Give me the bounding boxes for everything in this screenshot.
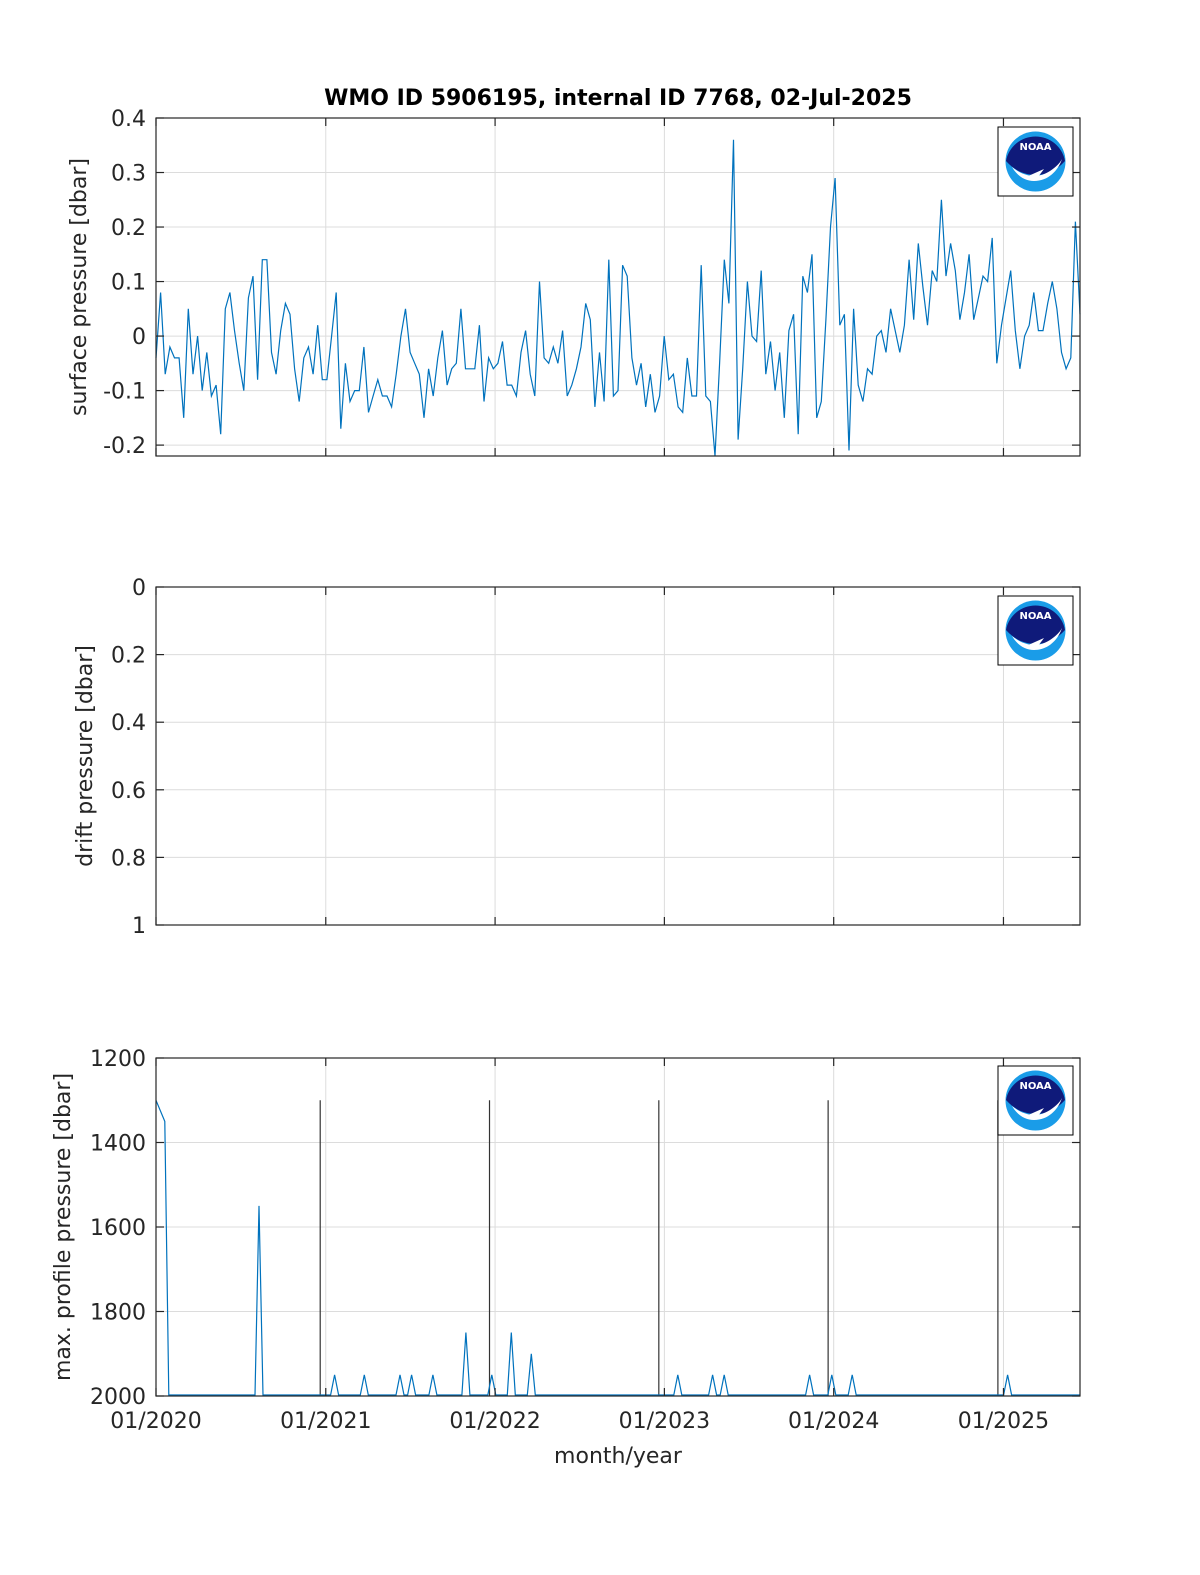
y-tick-label: 1 xyxy=(132,914,146,939)
y-tick-label: 1800 xyxy=(90,1301,146,1326)
noaa-logo-icon: NOAA xyxy=(997,595,1074,666)
y-tick-label: 1600 xyxy=(90,1216,146,1241)
noaa-logo-text: NOAA xyxy=(1019,1081,1051,1092)
y-tick-label: 0 xyxy=(132,325,146,350)
drift-pressure-axes: 0 0.2 0.4 0.6 0.8 1 drift pressure [dbar] xyxy=(73,576,1081,939)
noaa-logo-icon: NOAA xyxy=(997,126,1074,197)
max-profile-pressure-ylabel: max. profile pressure [dbar] xyxy=(51,1073,76,1381)
y-tick-label: 1400 xyxy=(90,1132,146,1157)
y-tick-label: 0.4 xyxy=(111,711,146,736)
y-tick-label: 0.2 xyxy=(111,216,146,241)
drift-pressure-ticks: 0 0.2 0.4 0.6 0.8 1 xyxy=(111,576,1080,939)
noaa-logo-text: NOAA xyxy=(1019,142,1051,153)
max-profile-pressure-grid xyxy=(156,1057,1080,1397)
y-tick-label: 0.1 xyxy=(111,271,146,296)
drift-pressure-grid xyxy=(156,586,1080,926)
surface-pressure-grid xyxy=(156,117,1080,456)
x-tick-label: 01/2023 xyxy=(619,1409,710,1434)
x-tick-label: 01/2020 xyxy=(110,1409,201,1434)
drift-pressure-frame xyxy=(155,586,1081,926)
y-tick-label: 0.2 xyxy=(111,644,146,669)
year-markers xyxy=(319,1100,999,1396)
x-tick-label: 01/2022 xyxy=(449,1409,540,1434)
x-tick-label: 01/2024 xyxy=(788,1409,879,1434)
noaa-logo-icon: NOAA xyxy=(997,1065,1074,1136)
x-tick-label: 01/2021 xyxy=(280,1409,371,1434)
max-profile-pressure-series xyxy=(155,1100,1080,1396)
y-tick-label: 2000 xyxy=(90,1385,146,1410)
x-tick-label: 01/2025 xyxy=(958,1409,1049,1434)
surface-pressure-ylabel: surface pressure [dbar] xyxy=(67,158,92,416)
y-tick-label: 0.3 xyxy=(111,162,146,187)
x-axis-label: month/year xyxy=(554,1444,683,1469)
drift-pressure-ylabel: drift pressure [dbar] xyxy=(73,645,98,867)
surface-pressure-series xyxy=(155,139,1081,457)
noaa-logo-text: NOAA xyxy=(1019,611,1051,622)
y-tick-label: 1200 xyxy=(90,1047,146,1072)
y-tick-label: 0 xyxy=(132,576,146,601)
max-profile-pressure-axes: 1200 1400 1600 1800 2000 max. profile pressu… xyxy=(51,1047,1081,1410)
x-tick-labels: 01/2020 01/2021 01/2022 01/2023 01/2024 01/20… xyxy=(110,1409,1049,1434)
y-tick-label: 0.6 xyxy=(111,779,146,804)
y-tick-label: 0.4 xyxy=(111,107,146,132)
logos: NOAA NOAA NOAA xyxy=(997,126,1074,1136)
y-tick-label: 0.8 xyxy=(111,846,146,871)
y-tick-label: -0.1 xyxy=(103,380,146,405)
chart-title: WMO ID 5906195, internal ID 7768, 02-Jul… xyxy=(324,86,912,111)
surface-pressure-ticks: -0.2 -0.1 0 0.1 0.2 0.3 0.4 xyxy=(103,107,1080,459)
max-profile-pressure-ticks: 1200 1400 1600 1800 2000 xyxy=(90,1047,1080,1410)
surface-pressure-axes: -0.2 -0.1 0 0.1 0.2 0.3 0.4 surface pressure [… xyxy=(67,107,1081,459)
surface-pressure-frame xyxy=(155,117,1081,457)
y-tick-label: -0.2 xyxy=(103,434,146,459)
